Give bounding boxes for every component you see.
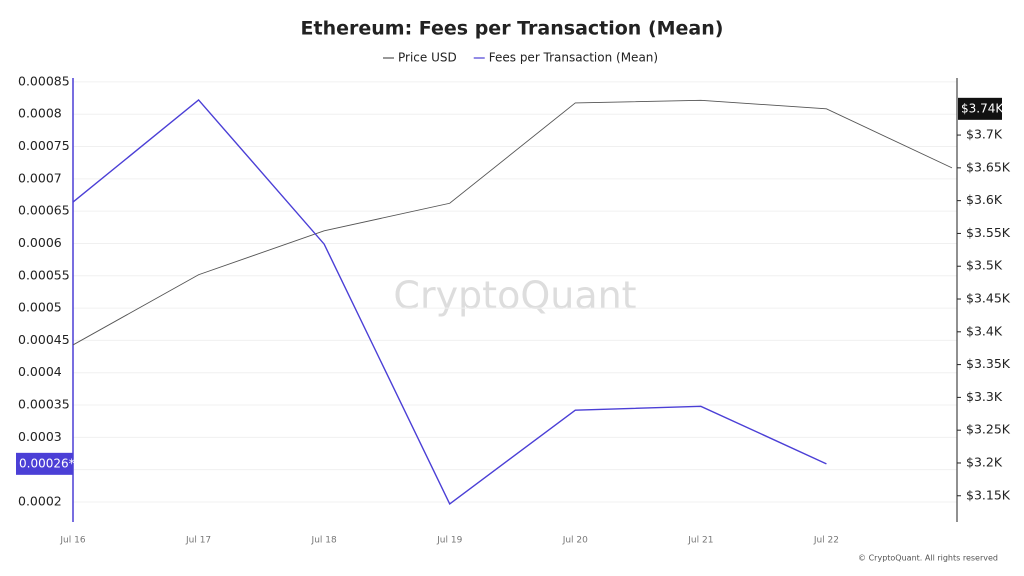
y-tick-label: 0.0007 [18,170,62,185]
y-tick-label: 0.0006 [18,235,62,250]
y2-tick-label: $3.4K [966,323,1003,338]
value-label: $3.74K [961,101,1004,115]
y-tick-label: 0.00075 [18,138,70,153]
y-tick-label: 0.00035 [18,397,70,412]
value-label-box [16,452,73,475]
x-tick-label: Jul 17 [185,536,211,546]
value-label-box [958,97,1002,120]
series-line [72,99,827,505]
x-tick-label: Jul 21 [687,536,713,546]
y2-tick-label: $3.3K [966,389,1003,404]
y-tick-label: 0.0005 [18,300,62,315]
y-tick-label: 0.00065 [18,203,70,218]
y-tick-label: 0.0002 [18,493,62,508]
legend: Price USD Fees per Transaction (Mean) [383,51,658,65]
y-tick-label: 0.00045 [18,332,70,347]
y2-tick-label: $3.55K [966,225,1011,240]
y2-tick-label: $3.15K [966,487,1011,502]
x-tick-label: Jul 16 [59,536,85,546]
y-tick-label: 0.0003 [18,429,62,444]
y2-tick-label: $3.5K [966,258,1003,273]
credit: © CryptoQuant. All rights reserved [858,554,998,563]
y2-tick-label: $3.2K [966,454,1003,469]
chart-title: Ethereum: Fees per Transaction (Mean) [301,18,724,40]
y-tick-label: 0.00085 [18,73,70,88]
y2-tick-label: $3.35K [966,356,1011,371]
y2-tick-label: $3.25K [966,422,1011,437]
x-tick-label: Jul 19 [436,536,462,546]
y-tick-label: 0.00055 [18,267,70,282]
legend-label: Fees per Transaction (Mean) [489,51,658,65]
x-tick-label: Jul 20 [562,536,588,546]
y2-tick-label: $3.45K [966,291,1011,306]
y-tick-label: 0.0008 [18,106,62,121]
y2-tick-label: $3.7K [966,127,1003,142]
value-label: 0.00026* [19,456,75,470]
series-line [72,99,953,346]
y2-tick-label: $3.65K [966,159,1011,174]
y-tick-label: 0.0004 [18,364,62,379]
x-tick-label: Jul 22 [813,536,839,546]
x-tick-label: Jul 18 [311,536,337,546]
legend-label: Price USD [398,51,457,65]
y2-tick-label: $3.6K [966,192,1003,207]
watermark: CryptoQuant [393,274,636,318]
